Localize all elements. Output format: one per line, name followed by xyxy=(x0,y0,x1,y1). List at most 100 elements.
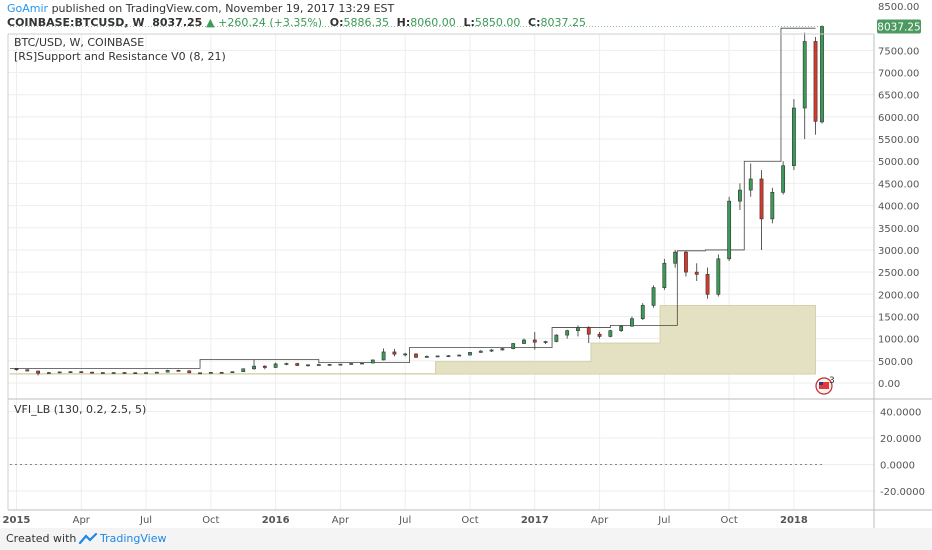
candle-down xyxy=(597,333,602,337)
flag-stripes-icon xyxy=(819,382,829,389)
symbol-name: COINBASE:BTCUSD, W xyxy=(7,16,145,29)
publish-line: GoAmir published on TradingView.com, Nov… xyxy=(7,2,394,15)
price-tick-label: 500.00 xyxy=(878,357,913,368)
chart-header: GoAmir published on TradingView.com, Nov… xyxy=(4,0,928,34)
candle-up xyxy=(468,352,472,356)
ohlc-line: COINBASE:BTCUSD, W 8037.25 ▲ +260.24 (+3… xyxy=(7,16,586,29)
high-value: 8060.00 xyxy=(410,16,456,29)
time-tick-label: Jul xyxy=(657,515,670,526)
tradingview-logo-icon xyxy=(78,532,98,548)
candle-down xyxy=(14,368,19,371)
time-tick-label: Apr xyxy=(591,515,609,526)
candle-up xyxy=(640,305,645,319)
time-tick-label: 2016 xyxy=(262,515,290,526)
candle-up xyxy=(360,362,364,365)
low-label: L: xyxy=(463,16,475,29)
candle-up xyxy=(230,371,235,373)
candle-up xyxy=(57,371,62,374)
price-tick-label: 2000.00 xyxy=(878,290,919,301)
candle-up xyxy=(381,351,386,361)
time-tick-label: Apr xyxy=(332,515,350,526)
open-value: 5886.35 xyxy=(343,16,390,29)
candle-up xyxy=(370,359,375,364)
price-tick-label: 6500.00 xyxy=(878,91,919,102)
price-tick-label: 1500.00 xyxy=(878,312,919,323)
last-price: 8037.25 xyxy=(152,16,203,29)
candle-up xyxy=(349,363,354,365)
candle-up xyxy=(630,318,634,327)
time-tick-label: 2018 xyxy=(780,515,808,526)
candle-up xyxy=(802,41,807,109)
time-tick-label: 2015 xyxy=(3,515,31,526)
price-tag-background xyxy=(877,19,921,34)
price-tick-label: 0.00 xyxy=(878,379,900,390)
candle-up xyxy=(576,327,580,331)
price-tick-label: 1000.00 xyxy=(878,335,919,346)
price-tick-label: 7000.00 xyxy=(878,69,919,80)
candle-down xyxy=(684,251,688,273)
candle-up xyxy=(522,339,526,344)
candle-down xyxy=(759,178,764,220)
price-tick-label: 5000.00 xyxy=(878,157,919,168)
candle-down xyxy=(198,372,202,375)
study-legend[interactable]: [RS]Support and Resistance V0 (8, 21) xyxy=(14,50,226,63)
close-value: 8037.25 xyxy=(540,16,587,29)
events-count: 3 xyxy=(829,376,835,386)
events-badge[interactable]: 3 xyxy=(815,376,835,395)
indicator-tick-label: 0.0000 xyxy=(880,461,915,472)
candlestick-series xyxy=(14,25,824,376)
candle-up xyxy=(435,355,440,358)
tradingview-brand[interactable]: TradingView xyxy=(100,532,167,545)
candle-up xyxy=(511,343,516,349)
candle-up xyxy=(306,364,310,367)
candle-up xyxy=(554,334,559,342)
candle-up xyxy=(165,370,170,373)
indicator-tick-label: 40.0000 xyxy=(880,408,921,419)
support-resistance-layer xyxy=(9,26,822,375)
price-tick-label: 8500.00 xyxy=(878,2,919,13)
price-tick-label: 3500.00 xyxy=(878,224,919,235)
time-tick-label: Apr xyxy=(73,515,91,526)
candle-down xyxy=(79,371,84,373)
candle-up xyxy=(284,363,289,365)
last-price-tag: 8037.25 xyxy=(877,19,921,34)
candle-down xyxy=(187,370,192,374)
candle-down xyxy=(176,370,181,372)
candle-up xyxy=(144,372,148,374)
candle-up xyxy=(792,107,796,166)
symbol-legend[interactable]: BTC/USD, W, COINBASE xyxy=(14,36,144,49)
flag-canton-icon xyxy=(819,382,823,385)
candle-up xyxy=(651,287,656,306)
indicator-grid xyxy=(8,411,874,492)
price-tick-label: 4000.00 xyxy=(878,202,919,213)
candle-up xyxy=(457,354,462,357)
author-link[interactable]: GoAmir xyxy=(7,2,49,15)
indicator-legend[interactable]: VFI_LB (130, 0.2, 2.5, 5) xyxy=(14,403,146,416)
chart-svg[interactable]: 0.00500.001000.001500.002000.002500.0030… xyxy=(0,0,932,528)
candle-down xyxy=(122,372,127,374)
candle-up xyxy=(820,26,824,123)
indicator-axis-labels: 40.0000 20.0000 0.0000 -20.0000 xyxy=(880,408,925,499)
candle-up xyxy=(716,258,721,295)
candle-up xyxy=(316,364,321,366)
candle-down xyxy=(414,353,418,358)
candle-up xyxy=(489,349,494,352)
axes xyxy=(7,33,932,528)
candle-down xyxy=(100,372,105,374)
time-tick-label: Jul xyxy=(139,515,152,526)
time-tick-label: Oct xyxy=(720,515,737,526)
candle-up xyxy=(154,371,159,374)
candle-up xyxy=(446,355,451,358)
candle-up xyxy=(111,372,116,374)
price-tick-label: 4500.00 xyxy=(878,179,919,190)
created-with-text: Created with xyxy=(6,532,77,545)
candle-down xyxy=(586,327,591,335)
time-axis-labels[interactable]: 2015 Apr Jul Oct 2016 Apr Jul Oct 2017 Apr Jul Oct 2… xyxy=(3,515,808,526)
candle-up xyxy=(208,372,213,374)
candle-up xyxy=(403,353,408,356)
time-tick-label: Oct xyxy=(202,515,219,526)
candle-up xyxy=(619,325,624,331)
price-tick-label: 5500.00 xyxy=(878,135,919,146)
high-label: H: xyxy=(396,16,411,29)
candle-up xyxy=(673,251,678,264)
